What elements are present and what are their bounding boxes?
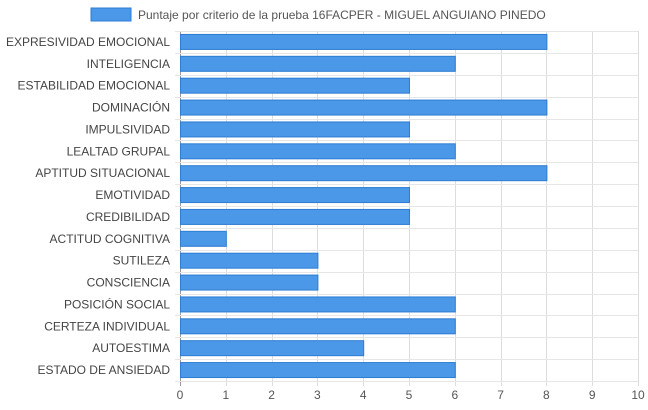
bar[interactable] <box>180 252 319 269</box>
x-tick-label: 6 <box>451 388 458 402</box>
bar[interactable] <box>180 208 410 225</box>
category-label: EMOTIVIDAD <box>95 188 170 202</box>
bar[interactable] <box>180 99 548 116</box>
x-tick-label: 9 <box>589 388 596 402</box>
bar[interactable] <box>180 230 227 247</box>
x-tick-label: 7 <box>497 388 504 402</box>
category-label: CONSCIENCIA <box>87 276 170 290</box>
category-label: IMPULSIVIDAD <box>85 122 170 136</box>
bar[interactable] <box>180 121 410 138</box>
bars <box>180 33 548 379</box>
category-label: ESTADO DE ANSIEDAD <box>38 363 171 377</box>
bar[interactable] <box>180 274 319 291</box>
x-axis-ticks: 0 1 2 3 4 5 6 7 8 9 10 <box>177 388 645 402</box>
bar[interactable] <box>180 165 548 182</box>
category-label: ACTITUD COGNITIVA <box>50 232 170 246</box>
category-label: APTITUD SITUACIONAL <box>35 166 170 180</box>
x-tick-label: 3 <box>314 388 321 402</box>
category-label: AUTOESTIMA <box>92 341 170 355</box>
x-tick-label: 10 <box>631 388 645 402</box>
bar[interactable] <box>180 187 410 204</box>
x-tick-label: 0 <box>177 388 184 402</box>
x-tick-label: 2 <box>268 388 275 402</box>
category-label: POSICIÓN SOCIAL <box>64 296 170 311</box>
legend[interactable]: Puntaje por criterio de la prueba 16FACP… <box>90 7 546 22</box>
x-tick-label: 8 <box>543 388 550 402</box>
legend-label: Puntaje por criterio de la prueba 16FACP… <box>138 8 546 22</box>
bar[interactable] <box>180 296 456 313</box>
bar[interactable] <box>180 362 456 379</box>
category-label: DOMINACIÓN <box>92 100 170 115</box>
bar[interactable] <box>180 55 456 72</box>
bar[interactable] <box>180 318 456 335</box>
category-label: EXPRESIVIDAD EMOCIONAL <box>6 35 170 49</box>
legend-swatch <box>90 7 132 22</box>
x-tick-label: 4 <box>360 388 367 402</box>
bar[interactable] <box>180 143 456 160</box>
category-label: ESTABILIDAD EMOCIONAL <box>18 79 171 93</box>
category-label: SUTILEZA <box>113 254 170 268</box>
x-tick-label: 5 <box>406 388 413 402</box>
category-label: INTELIGENCIA <box>87 57 170 71</box>
x-tick-label: 1 <box>222 388 229 402</box>
category-label: LEALTAD GRUPAL <box>67 144 171 158</box>
bar[interactable] <box>180 340 365 357</box>
category-labels: EXPRESIVIDAD EMOCIONAL INTELIGENCIA ESTABI… <box>6 35 170 377</box>
bar[interactable] <box>180 33 548 50</box>
bar[interactable] <box>180 77 410 94</box>
category-label: CREDIBILIDAD <box>86 210 170 224</box>
category-label: CERTEZA INDIVIDUAL <box>44 319 170 333</box>
